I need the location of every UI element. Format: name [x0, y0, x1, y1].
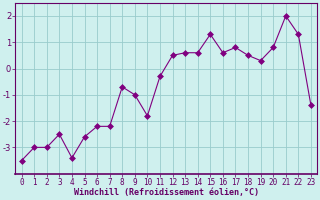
- X-axis label: Windchill (Refroidissement éolien,°C): Windchill (Refroidissement éolien,°C): [74, 188, 259, 197]
